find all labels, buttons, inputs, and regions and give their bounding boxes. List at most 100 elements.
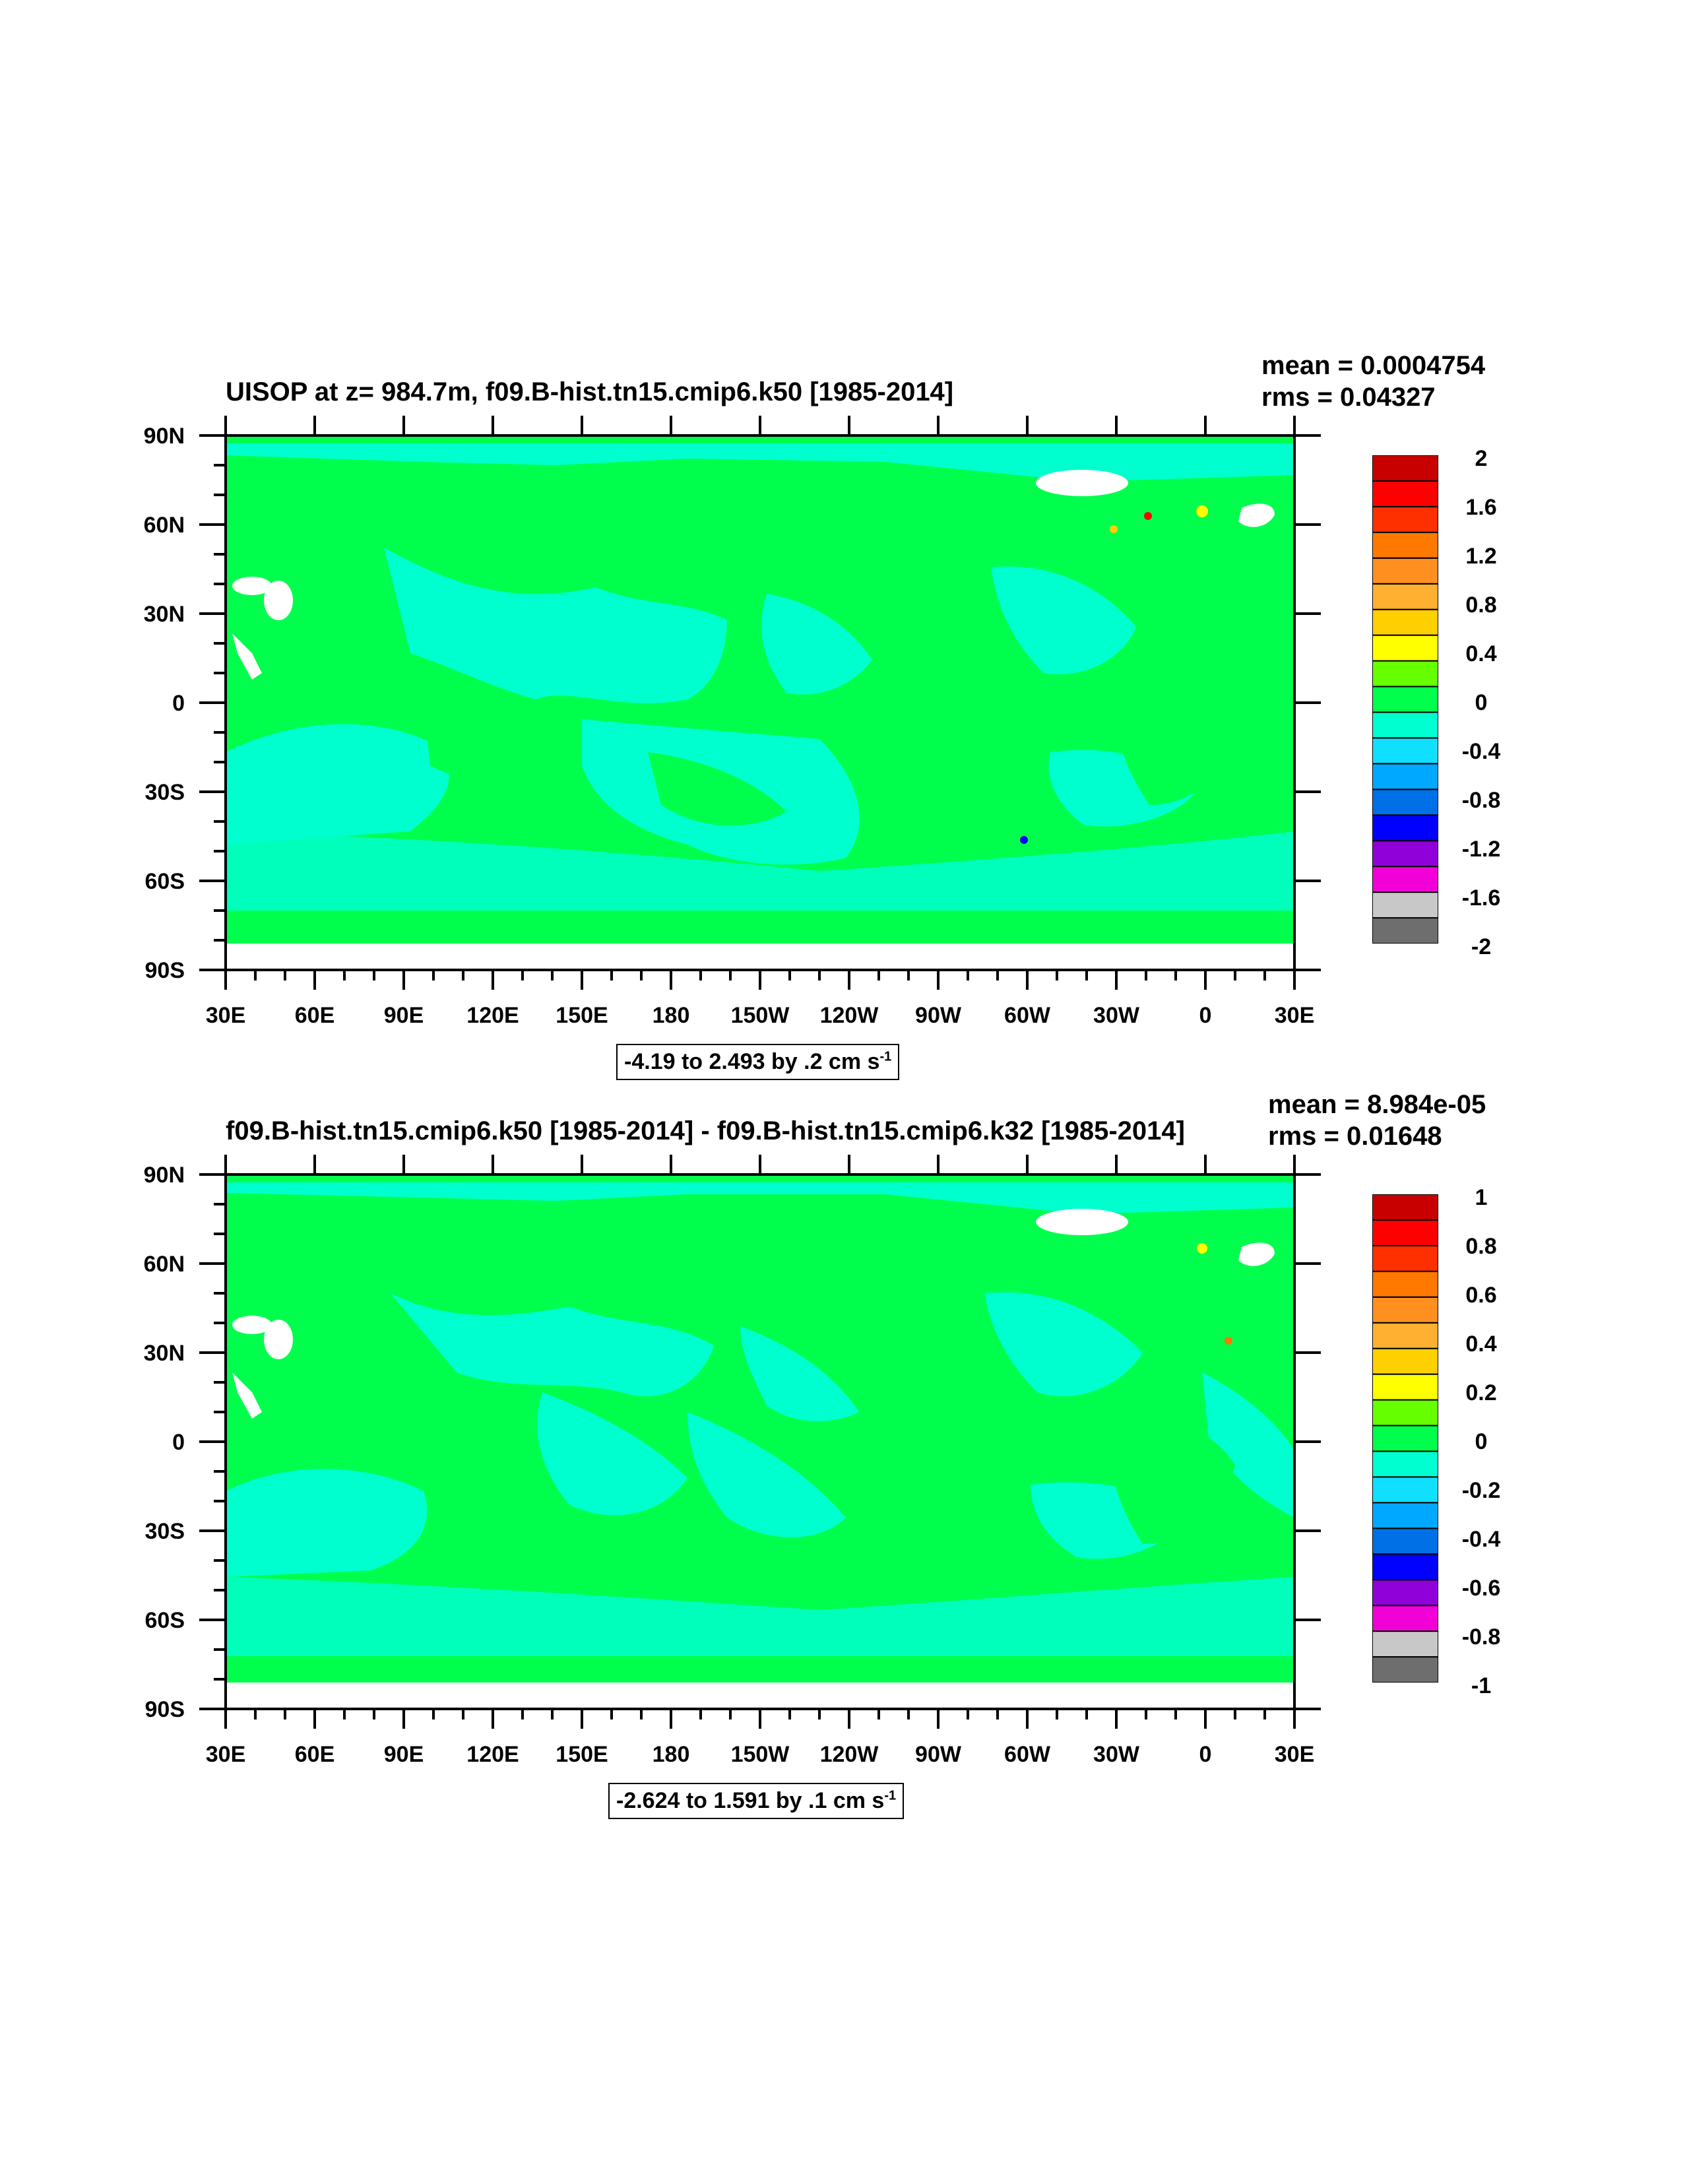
rms-value: rms = 0.04327 (1261, 383, 1436, 412)
colorbar-label: -1.2 (1461, 837, 1501, 862)
x-tick-label: 90E (383, 1003, 424, 1028)
rms-value: rms = 0.01648 (1268, 1122, 1442, 1151)
colorbar-label: -0.8 (1461, 788, 1501, 813)
ocean-patch-arctic (226, 1182, 1294, 1214)
x-tick-label: 150E (556, 1742, 608, 1767)
colorbar-svg (1372, 1194, 1439, 1683)
plot-panel-bottom: f09.B-hist.tn15.cmip6.k50 [1985-2014] - … (0, 1082, 1689, 1834)
field-layer (226, 1174, 1294, 1709)
contour-range-exponent: -1 (884, 1788, 897, 1803)
colorbar-swatch (1372, 1244, 1439, 1272)
colorbar-swatch (1372, 1270, 1439, 1298)
x-tick-label: 30E (1274, 1742, 1315, 1767)
colorbar-swatch (1372, 1527, 1439, 1555)
colorbar-swatch (1372, 583, 1439, 610)
mask-himalaya (232, 633, 262, 680)
mask-antarctica (226, 1683, 1294, 1709)
hotspot (1110, 525, 1118, 533)
colorbar-swatch (1372, 1502, 1439, 1529)
y-tick-label: 60S (144, 869, 185, 894)
colorbar (1372, 455, 1439, 944)
x-tick-label: 60E (294, 1003, 335, 1028)
axis-ticks (199, 416, 1321, 990)
colorbar-swatch (1372, 1219, 1439, 1246)
y-tick-label: 90N (143, 424, 185, 449)
y-tick-label: 0 (172, 1430, 185, 1455)
colorbar-swatch (1372, 1450, 1439, 1478)
mask-greenland (1036, 1209, 1128, 1235)
colorbar-swatch (1372, 531, 1439, 559)
y-tick-label: 60N (143, 513, 185, 538)
y-tick-label: 60S (144, 1608, 185, 1633)
mask-caspian (232, 1316, 272, 1334)
colorbar-label: 0.8 (1465, 1234, 1497, 1259)
x-tick-label: 150W (730, 1742, 790, 1767)
colorbar-label: -0.6 (1461, 1576, 1501, 1601)
x-tick-label: 120E (466, 1003, 519, 1028)
x-tick-label: 120W (819, 1003, 879, 1028)
colorbar-swatch (1372, 1605, 1439, 1632)
y-tick-label: 30S (144, 780, 185, 805)
map-plot-area (199, 1155, 1321, 1729)
contour-range-exponent: -1 (879, 1049, 892, 1064)
map-svg (199, 416, 1321, 990)
mask-greenland (1036, 470, 1128, 496)
hotspot (1144, 512, 1152, 520)
colorbar-swatch (1372, 1425, 1439, 1452)
x-tick-label: 120E (466, 1742, 519, 1767)
colorbar (1372, 1194, 1439, 1683)
mean-value: mean = 0.0004754 (1261, 351, 1486, 380)
y-tick-label: 90N (143, 1163, 185, 1188)
y-tick-label: 90S (144, 958, 185, 983)
axis-ticks (199, 1155, 1321, 1729)
colorbar-swatch (1372, 1553, 1439, 1581)
colorbar-label: 0.8 (1465, 593, 1497, 618)
x-tick-label: 30E (1274, 1003, 1315, 1028)
ocean-patch-arctic (226, 443, 1294, 482)
ocean-patch-nw-pacific (384, 548, 727, 703)
ocean-patch-tropical-pacific (537, 1392, 687, 1516)
colorbar-swatch (1372, 1579, 1439, 1607)
colorbar-swatch (1372, 1476, 1439, 1504)
land-patch-s-america (965, 686, 1023, 818)
x-tick-label: 60E (294, 1742, 335, 1767)
colorbar-swatch (1372, 1347, 1439, 1375)
colorbar-label: 0 (1475, 1429, 1488, 1454)
ocean-patch-ne-pacific (761, 594, 872, 695)
ocean-patch-e-pacific (687, 1412, 846, 1537)
mask-caspian (232, 577, 272, 595)
colorbar-label: -1.6 (1461, 885, 1501, 911)
y-tick-label: 30N (143, 602, 185, 627)
mask-tibet (264, 1320, 293, 1359)
ocean-patch-ne-pacific (740, 1326, 859, 1421)
land-patch-africa (1108, 1411, 1235, 1544)
colorbar-swatch (1372, 866, 1439, 893)
colorbar-label: 1 (1475, 1185, 1488, 1210)
colorbar-swatch (1372, 891, 1439, 919)
x-tick-label: 90W (915, 1003, 961, 1028)
mask-tibet (264, 581, 293, 620)
colorbar-label: 0.4 (1465, 1332, 1497, 1357)
mask-himalaya (232, 1372, 262, 1419)
hotspot (1196, 505, 1208, 517)
land-patch-s-america (965, 1425, 1023, 1557)
x-tick-label: 180 (652, 1742, 690, 1767)
x-tick-label: 0 (1199, 1003, 1212, 1028)
land-patch-australia (424, 701, 516, 777)
colorbar-label: 0 (1475, 690, 1488, 715)
land-patch-pacific (648, 752, 786, 826)
ocean-patch-e-atlantic (1202, 1372, 1294, 1518)
colorbar-swatch (1372, 634, 1439, 662)
ocean-patch-indian (226, 724, 449, 845)
colorbar-swatch (1372, 1399, 1439, 1427)
colorbar-swatch (1372, 1322, 1439, 1349)
colorbar-svg (1372, 455, 1439, 944)
ocean-patch-southern (226, 831, 1294, 911)
land-patch-africa (1114, 682, 1242, 805)
contour-range-text: -4.19 to 2.493 by .2 cm s (624, 1049, 880, 1074)
colorbar-label: 2 (1475, 446, 1488, 471)
colorbar-swatch (1372, 1630, 1439, 1658)
x-tick-label: 120W (819, 1742, 879, 1767)
colorbar-swatch (1372, 1194, 1439, 1221)
mask-scandinavia (1238, 503, 1275, 527)
